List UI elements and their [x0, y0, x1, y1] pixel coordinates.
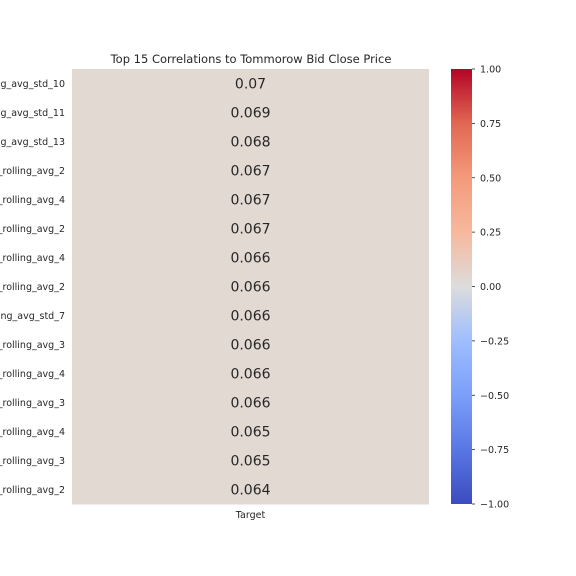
- cell-value-label: 0.067: [230, 193, 270, 209]
- x-tick-label: Target: [235, 510, 266, 521]
- cell-value-label: 0.066: [230, 338, 270, 354]
- heatmap-cell: [72, 446, 429, 476]
- heatmap-cell: [72, 475, 429, 505]
- colorbar-tick-label: 1.00: [480, 65, 501, 76]
- y-tick-label: _rolling_avg_4: [0, 253, 65, 264]
- y-tick-label: _rolling_avg_3: [0, 398, 65, 409]
- colorbar-tick-label: 0.25: [480, 228, 501, 239]
- cell-value-label: 0.066: [230, 280, 270, 296]
- y-tick-label: _rolling_avg_2: [0, 485, 65, 496]
- heatmap-cell: [72, 417, 429, 447]
- heatmap-cell: [72, 69, 429, 99]
- colorbar-tick-label: −0.25: [480, 336, 509, 347]
- cell-value-label: 0.066: [230, 396, 270, 412]
- chart-title: Top 15 Correlations to Tommorow Bid Clos…: [110, 52, 392, 66]
- cell-value-label: 0.068: [230, 135, 270, 151]
- y-tick-label: ing_avg_std_7: [0, 311, 65, 322]
- heatmap-cell: [72, 98, 429, 128]
- heatmap-cell: [72, 214, 429, 244]
- y-tick-label: _rolling_avg_3: [0, 456, 65, 467]
- y-tick-labels: g_avg_std_10 g_avg_std_11 g_avg_std_13 _rol…: [0, 79, 65, 496]
- colorbar-tick-label: −0.75: [480, 445, 509, 456]
- heatmap-cells: [72, 69, 429, 505]
- heatmap-cell: [72, 243, 429, 273]
- heatmap-cell: [72, 330, 429, 360]
- y-tick-label: g_avg_std_13: [0, 137, 65, 148]
- cell-value-label: 0.066: [230, 251, 270, 267]
- colorbar-tick-label: 0.50: [480, 173, 501, 184]
- y-tick-label: g_avg_std_11: [0, 108, 65, 119]
- y-tick-label: _rolling_avg_4: [0, 427, 65, 438]
- colorbar-tick-label: 0.75: [480, 119, 501, 130]
- y-tick-label: g_avg_std_10: [0, 79, 65, 90]
- colorbar-tick-label: −1.00: [480, 500, 509, 511]
- cell-value-label: 0.067: [230, 222, 270, 238]
- colorbar-tick-label: −0.50: [480, 391, 509, 402]
- heatmap-cell: [72, 359, 429, 389]
- heatmap-cell: [72, 388, 429, 418]
- cell-value-label: 0.065: [230, 454, 270, 470]
- x-tick-labels: Target: [235, 510, 266, 521]
- heatmap-cell: [72, 272, 429, 302]
- cell-value-label: 0.066: [230, 309, 270, 325]
- cell-value-label: 0.065: [230, 425, 270, 441]
- heatmap-cell: [72, 127, 429, 157]
- heatmap-annotations: 0.07 0.069 0.068 0.067 0.067 0.067 0.066 0.066 0…: [230, 77, 270, 499]
- y-tick-label: _rolling_avg_4: [0, 369, 65, 380]
- y-tick-label: _rolling_avg_3: [0, 340, 65, 351]
- y-tick-label: _rolling_avg_4: [0, 195, 65, 206]
- colorbar: [451, 69, 472, 504]
- heatmap-cell: [72, 301, 429, 331]
- colorbar-tick-label: 0.00: [480, 282, 501, 293]
- cell-value-label: 0.07: [235, 77, 266, 93]
- heatmap-cell: [72, 156, 429, 186]
- cell-value-label: 0.067: [230, 164, 270, 180]
- cell-value-label: 0.069: [230, 106, 270, 122]
- cell-value-label: 0.066: [230, 367, 270, 383]
- cell-value-label: 0.064: [230, 483, 270, 499]
- heatmap-cell: [72, 185, 429, 215]
- y-tick-label: _rolling_avg_2: [0, 166, 65, 177]
- y-tick-label: _rolling_avg_2: [0, 282, 65, 293]
- y-tick-label: _rolling_avg_2: [0, 224, 65, 235]
- colorbar-ticks: 1.00 0.75 0.50 0.25 0.00 −0.25 −0.50 −0.75 −1.00: [472, 65, 509, 511]
